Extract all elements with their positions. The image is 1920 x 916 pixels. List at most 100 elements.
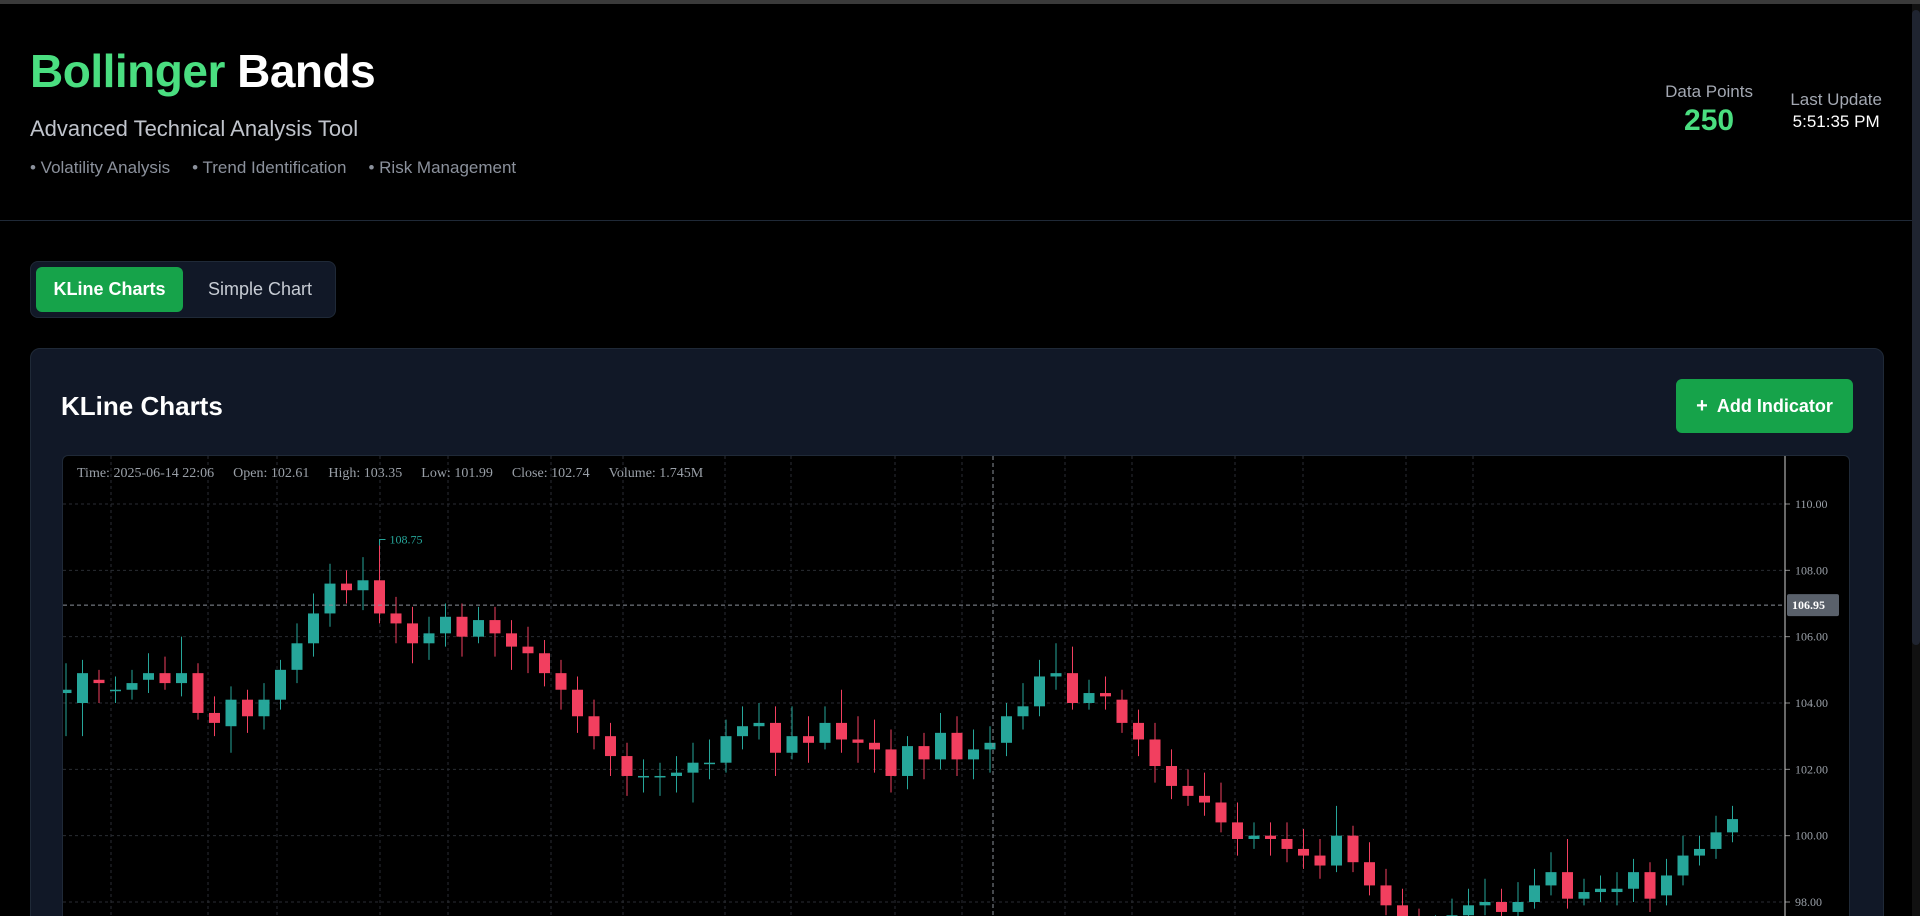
kline-chart[interactable]: 110.00 108.00 106.00 104.00 102.00 100.00 98.0… bbox=[62, 455, 1850, 916]
candle bbox=[737, 726, 748, 737]
candle bbox=[1628, 872, 1639, 889]
candle bbox=[1265, 835, 1276, 839]
tooltip-open: Open: 102.61 bbox=[233, 466, 310, 481]
high-marker-label: 108.75 bbox=[390, 532, 423, 546]
panel-title: KLine Charts bbox=[61, 391, 223, 421]
candle bbox=[869, 742, 880, 750]
candle bbox=[951, 732, 963, 760]
candle bbox=[770, 722, 781, 753]
candle bbox=[704, 762, 715, 765]
y-tick-label: 98.00 bbox=[1795, 895, 1822, 909]
candle bbox=[572, 689, 583, 717]
candle bbox=[308, 613, 319, 644]
candle bbox=[671, 772, 682, 776]
page-header: Bollinger Bands Advanced Technical Analy… bbox=[0, 4, 1920, 221]
candle bbox=[1067, 673, 1078, 703]
kline-panel: KLine Charts + Add Indicator 110.00 108.0… bbox=[30, 348, 1884, 916]
feature-item: • Trend Identification bbox=[192, 158, 347, 177]
y-tick-label: 104.00 bbox=[1795, 696, 1828, 710]
candle bbox=[1529, 885, 1540, 902]
crosshair-tooltip: Time: 2025-06-14 22:06 Open: 102.61 High… bbox=[77, 466, 703, 482]
candle bbox=[1281, 838, 1293, 849]
candle bbox=[1463, 905, 1474, 916]
candle bbox=[1199, 795, 1210, 803]
candle bbox=[473, 620, 484, 637]
page-subtitle: Advanced Technical Analysis Tool bbox=[30, 116, 359, 141]
last-update-stat: Last Update 5:51:35 PM bbox=[1790, 90, 1882, 132]
candle bbox=[1578, 892, 1590, 899]
candle bbox=[918, 746, 930, 760]
candle bbox=[1562, 872, 1573, 899]
candle bbox=[935, 732, 946, 760]
y-tick-label: 108.00 bbox=[1795, 563, 1828, 577]
candle bbox=[93, 679, 105, 684]
data-points-value: 250 bbox=[1684, 104, 1735, 137]
candle bbox=[1034, 676, 1045, 707]
last-update-label: Last Update bbox=[1790, 90, 1882, 109]
add-indicator-button[interactable]: + Add Indicator bbox=[1676, 379, 1853, 433]
data-points-label: Data Points bbox=[1665, 82, 1753, 101]
candle bbox=[1232, 822, 1243, 839]
candle bbox=[242, 699, 253, 717]
scrollbar-thumb[interactable] bbox=[1912, 10, 1920, 645]
candle bbox=[258, 699, 270, 717]
candle bbox=[1001, 716, 1012, 743]
candle bbox=[984, 742, 996, 750]
candle bbox=[539, 653, 550, 674]
candle bbox=[1644, 872, 1656, 899]
title-rest: Bands bbox=[237, 45, 376, 97]
candle bbox=[885, 749, 897, 776]
last-update-value: 5:51:35 PM bbox=[1792, 112, 1880, 131]
candle bbox=[1100, 693, 1111, 697]
candle bbox=[143, 673, 154, 680]
crosshair-price-box bbox=[1787, 594, 1839, 617]
candle bbox=[605, 736, 616, 757]
candle bbox=[1017, 706, 1029, 717]
candle bbox=[126, 683, 138, 690]
candle bbox=[1661, 875, 1672, 896]
plus-icon: + bbox=[1696, 394, 1708, 417]
candle bbox=[1479, 902, 1491, 906]
candle bbox=[209, 712, 220, 723]
candle bbox=[176, 673, 187, 684]
candle bbox=[110, 689, 121, 692]
candle bbox=[1611, 888, 1623, 893]
candle bbox=[357, 580, 369, 591]
candle bbox=[1298, 848, 1309, 856]
feature-item: • Volatility Analysis bbox=[30, 158, 171, 177]
candle bbox=[1380, 885, 1392, 906]
candle bbox=[1694, 848, 1705, 856]
chart-tabs: KLine Charts Simple Chart bbox=[30, 261, 336, 318]
tab-kline-charts[interactable]: KLine Charts bbox=[36, 267, 183, 312]
candle bbox=[1116, 699, 1128, 723]
candle bbox=[1710, 832, 1722, 849]
candle bbox=[1166, 766, 1177, 786]
candle bbox=[1677, 855, 1689, 876]
kline-chart-canvas[interactable]: 110.00 108.00 106.00 104.00 102.00 100.00 98.0… bbox=[63, 456, 1850, 916]
y-tick-label: 106.00 bbox=[1795, 630, 1828, 644]
y-tick-label: 110.00 bbox=[1795, 497, 1828, 511]
candle bbox=[753, 722, 765, 727]
candle bbox=[440, 616, 451, 634]
candle bbox=[275, 669, 286, 700]
tooltip-high: High: 103.35 bbox=[328, 466, 403, 481]
candle bbox=[506, 633, 517, 647]
candle bbox=[968, 749, 979, 760]
feature-list: • Volatility Analysis • Trend Identifica… bbox=[30, 158, 516, 178]
candle bbox=[836, 722, 847, 740]
candle bbox=[1050, 673, 1062, 677]
candle bbox=[588, 716, 600, 737]
candle bbox=[341, 583, 352, 591]
candle bbox=[77, 673, 88, 703]
data-points-stat: Data Points 250 bbox=[1665, 82, 1753, 138]
tooltip-time: Time: 2025-06-14 22:06 bbox=[77, 466, 215, 481]
tab-simple-chart[interactable]: Simple Chart bbox=[207, 279, 313, 299]
candle bbox=[1595, 888, 1606, 893]
feature-item: • Risk Management bbox=[368, 158, 517, 177]
candle bbox=[225, 699, 237, 727]
title-accent: Bollinger bbox=[30, 45, 225, 97]
candle bbox=[63, 689, 72, 694]
page-scrollbar[interactable] bbox=[1912, 4, 1920, 916]
candle bbox=[1727, 819, 1738, 833]
candle bbox=[291, 643, 303, 670]
